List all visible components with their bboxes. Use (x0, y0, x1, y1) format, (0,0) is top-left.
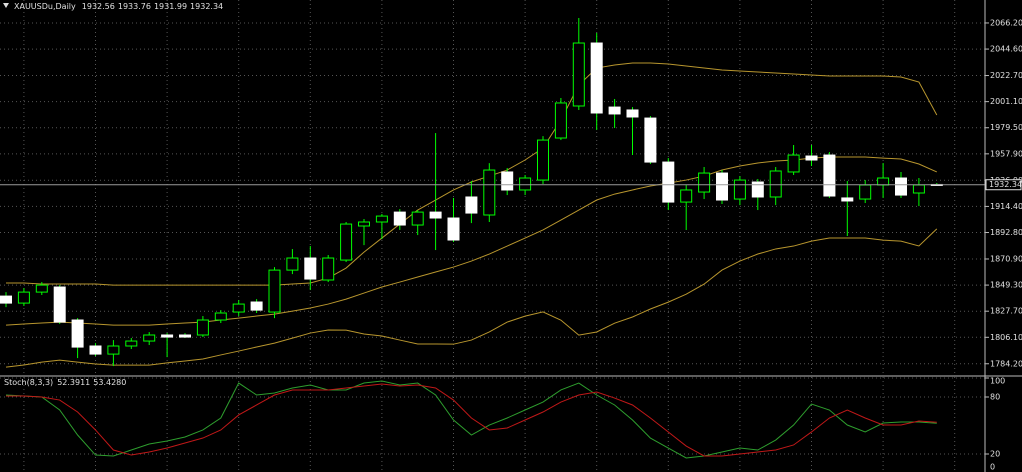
candle-body (483, 169, 496, 216)
candle-body (787, 154, 800, 173)
y-tick-label: 80 (990, 393, 1000, 402)
candle-body (680, 189, 693, 203)
y-tick-label: 20 (990, 450, 1000, 459)
y-tick-label: 2001.10 (990, 97, 1022, 106)
candle-body (662, 161, 675, 203)
y-tick-label: 1914.40 (990, 202, 1022, 211)
y-tick-label: 2066.20 (990, 18, 1022, 27)
y-tick-label: 1827.70 (990, 307, 1022, 316)
price-panel (0, 0, 985, 375)
candle-body (411, 211, 424, 226)
candle-body (161, 334, 174, 338)
y-tick-label: 1784.20 (990, 359, 1022, 368)
stoch-title: Stoch(8,3,3) (4, 378, 53, 387)
candle-body (644, 117, 657, 163)
candle-body (805, 155, 818, 161)
stoch-panel (0, 377, 985, 472)
candle-body (537, 139, 549, 181)
candle-body (322, 257, 335, 281)
y-tick-label: 1870.90 (990, 254, 1022, 263)
candle-body (590, 42, 603, 114)
bollinger-band (5, 228, 938, 368)
candle-body (447, 217, 460, 241)
y-tick-label: 1892.80 (990, 228, 1022, 237)
candle-body (53, 286, 66, 323)
candle-body (89, 345, 102, 355)
candle-body (877, 177, 890, 186)
candle-body (465, 196, 478, 214)
candle-body (698, 172, 711, 193)
open-value: 1932.56 (82, 2, 115, 11)
candle-body (35, 284, 48, 293)
candle-body (340, 223, 353, 261)
candle-body (751, 181, 764, 198)
high-value: 1933.76 (118, 2, 151, 11)
candle-body (733, 179, 746, 200)
y-tick-label: 2044.60 (990, 45, 1022, 54)
bollinger-band (5, 156, 938, 326)
close-value: 1932.34 (190, 2, 223, 11)
price-label-box (985, 179, 1022, 191)
bollinger-band (6, 62, 938, 286)
candle-body (250, 301, 263, 311)
candle-body (393, 211, 406, 226)
candle-body (71, 319, 84, 348)
price-label: 1932.34 (989, 180, 1022, 189)
menu-icon (3, 3, 9, 8)
stoch-header: Stoch(8,3,3) 52.3911 53.4280 (4, 378, 126, 387)
stoch-line (6, 383, 937, 457)
candle-body (823, 154, 836, 197)
candle-body (17, 291, 30, 304)
low-value: 1931.99 (154, 2, 187, 11)
chart-header: XAUUSDu,Daily 1932.56 1933.76 1931.99 1932.3… (14, 2, 223, 11)
y-tick-label: 1806.10 (990, 333, 1022, 342)
y-tick-label: 100 (990, 377, 1005, 386)
y-tick-label: 0 (990, 463, 995, 472)
candle-body (358, 221, 370, 227)
candle-body (501, 171, 514, 191)
candle-body (572, 42, 585, 107)
candle-body (179, 334, 191, 338)
candle-body (214, 312, 227, 321)
candle-body (232, 303, 245, 313)
y-tick-label: 1979.50 (990, 123, 1022, 132)
candle-body (143, 334, 156, 342)
candle-body (769, 170, 782, 198)
stoch-line (5, 380, 937, 459)
y-tick-label: 1957.90 (990, 149, 1022, 158)
candle-body (268, 269, 281, 313)
candle-body (0, 295, 12, 304)
candle-body (895, 177, 907, 196)
stoch-main-value: 52.3911 (57, 378, 90, 387)
y-tick-label: 1849.30 (990, 281, 1022, 290)
y-tick-label: 2022.70 (990, 71, 1022, 80)
candle-body (608, 106, 621, 115)
candle-body (554, 102, 567, 139)
candle-body (375, 215, 388, 223)
candle-body (304, 257, 317, 280)
candle-body (841, 197, 854, 202)
candle-body (286, 257, 299, 271)
stoch-signal-value: 53.4280 (93, 378, 126, 387)
candle-body (912, 184, 925, 194)
candle-body (429, 211, 442, 219)
candle-body (196, 319, 209, 336)
candle-body (626, 109, 639, 118)
candle-body (519, 177, 532, 191)
symbol: XAUUSDu,Daily (14, 2, 76, 11)
candle-body (859, 184, 872, 200)
candle-body (107, 345, 120, 355)
candle-body (125, 340, 138, 347)
candle-body (716, 172, 728, 201)
